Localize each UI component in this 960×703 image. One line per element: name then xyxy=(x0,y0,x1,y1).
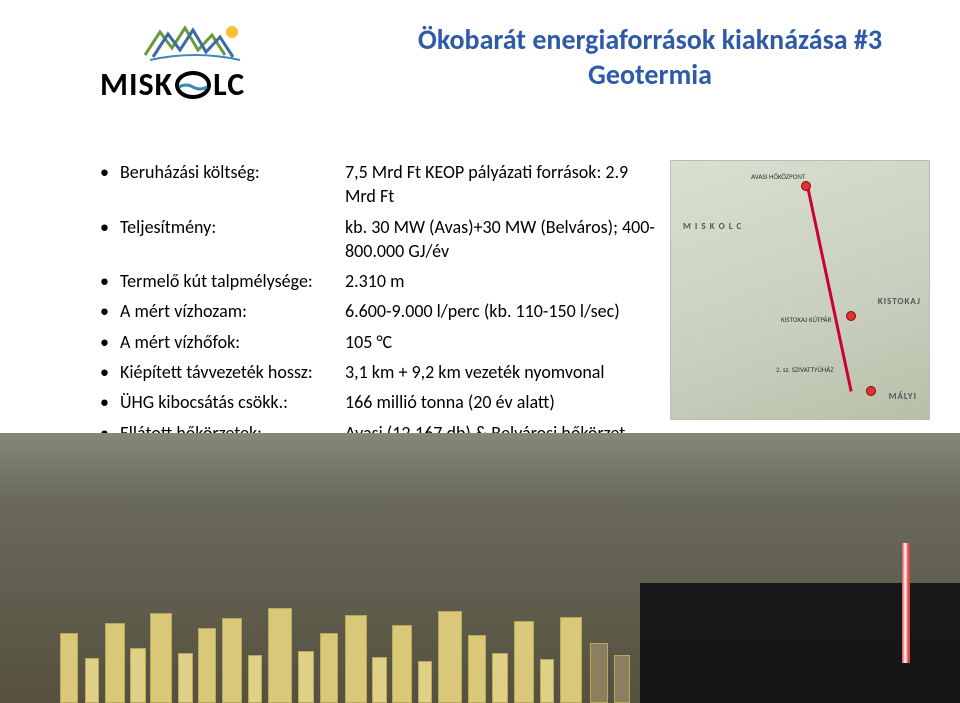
map-legend-text: 2. sz. SZIVATTYÚHÁZ xyxy=(776,366,834,374)
item-label: ÜHG kibocsátás csökk.: xyxy=(120,390,345,414)
list-item: Termelő kút talpmélysége:2.310 m xyxy=(100,269,660,293)
logo-text: MISKLC xyxy=(100,65,245,104)
list-item: ÜHG kibocsátás csökk.:166 millió tonna (… xyxy=(100,390,660,414)
item-value: 105 °C xyxy=(345,330,660,354)
building-icon xyxy=(198,628,216,703)
list-item: Beruházási költség:7,5 Mrd Ft KEOP pályá… xyxy=(100,160,660,209)
slide-title: Ökobarát energiaforrások kiaknázása #3 G… xyxy=(370,22,930,92)
list-item: A mért vízhőfok:105 °C xyxy=(100,330,660,354)
logo-hills-icon xyxy=(140,20,250,65)
map-point-icon xyxy=(846,311,856,321)
building-icon xyxy=(540,659,554,703)
building-icon xyxy=(268,608,292,703)
item-value: 7,5 Mrd Ft KEOP pályázati források: 2.9 … xyxy=(345,160,660,209)
building-icon xyxy=(178,653,193,703)
map-label-kistokaj: KISTOKAJ xyxy=(878,296,921,307)
building-icon xyxy=(438,611,462,703)
item-label: A mért vízhozam: xyxy=(120,299,345,323)
item-label: Beruházási költség: xyxy=(120,160,345,209)
slide: MISKLC Ökobarát energiaforrások kiaknázá… xyxy=(0,0,960,703)
item-label: A mért vízhőfok: xyxy=(120,330,345,354)
map-point-icon xyxy=(801,181,811,191)
building-icon xyxy=(492,653,508,703)
dark-overlay xyxy=(640,583,960,703)
building-icon xyxy=(614,655,630,703)
map-point-icon xyxy=(866,386,876,396)
item-value: 6.600-9.000 l/perc (kb. 110-150 l/sec) xyxy=(345,299,660,323)
building-icon xyxy=(222,618,242,703)
building-icon xyxy=(320,633,338,703)
building-icon xyxy=(468,635,486,703)
map-label-malyi: MÁLYI xyxy=(889,391,917,402)
title-line-2: Geotermia xyxy=(370,57,930,92)
map-thumbnail: M I S K O L C KISTOKAJ MÁLYI AVASI HŐKÖZ… xyxy=(670,160,930,420)
list-item: A mért vízhozam:6.600-9.000 l/perc (kb. … xyxy=(100,299,660,323)
list-item: Teljesítmény:kb. 30 MW (Avas)+30 MW (Bel… xyxy=(100,215,660,264)
building-icon xyxy=(590,643,608,703)
item-value: 3,1 km + 9,2 km vezeték nyomvonal xyxy=(345,360,660,384)
city-3d-view xyxy=(0,433,960,703)
building-icon xyxy=(85,658,99,703)
building-icon xyxy=(418,661,432,703)
map-label-miskolc: M I S K O L C xyxy=(683,221,742,232)
item-label: Termelő kút talpmélysége: xyxy=(120,269,345,293)
map-route-line xyxy=(806,186,853,392)
item-value: 2.310 m xyxy=(345,269,660,293)
building-icon xyxy=(392,625,412,703)
chimney-icon xyxy=(902,543,910,663)
item-label: Teljesítmény: xyxy=(120,215,345,264)
building-icon xyxy=(248,655,262,703)
building-icon xyxy=(150,613,172,703)
item-label: Kiépített távvezeték hossz: xyxy=(120,360,345,384)
list-item: Kiépített távvezeték hossz:3,1 km + 9,2 … xyxy=(100,360,660,384)
title-line-1: Ökobarát energiaforrások kiaknázása #3 xyxy=(370,22,930,57)
map-legend-text: AVASI HŐKÖZPONT xyxy=(751,173,805,181)
building-icon xyxy=(298,651,314,703)
building-icon xyxy=(560,617,582,703)
building-icon xyxy=(345,615,367,703)
building-icon xyxy=(60,633,78,703)
building-icon xyxy=(372,657,387,703)
item-value: kb. 30 MW (Avas)+30 MW (Belváros); 400-8… xyxy=(345,215,660,264)
item-value: 166 millió tonna (20 év alatt) xyxy=(345,390,660,414)
map-legend-text: KISTOKAJ KÚTPÁR xyxy=(781,316,831,324)
building-icon xyxy=(105,623,125,703)
building-icon xyxy=(514,621,534,703)
building-icon xyxy=(130,648,146,703)
miskolc-logo: MISKLC xyxy=(100,20,320,110)
